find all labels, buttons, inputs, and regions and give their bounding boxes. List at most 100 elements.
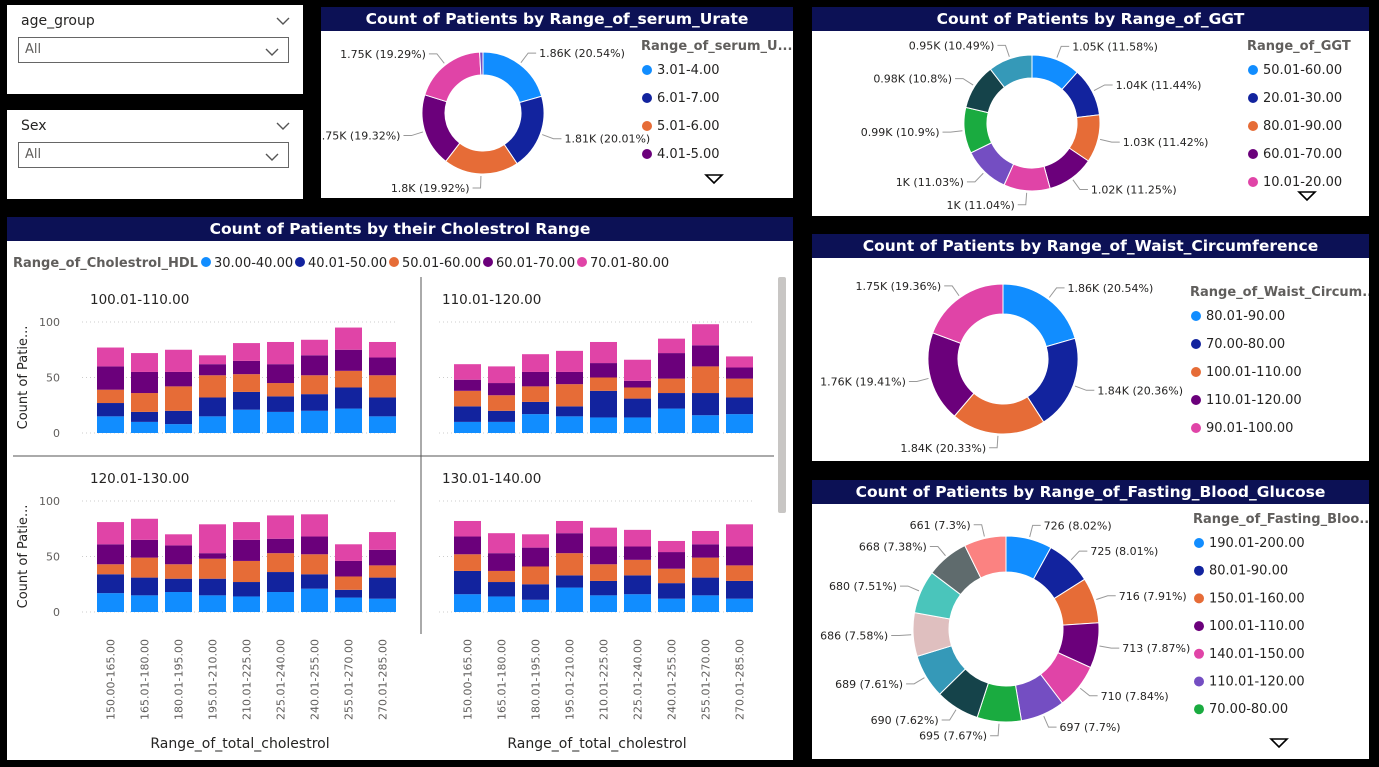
bar-segment (301, 588, 328, 612)
legend-marker (1194, 621, 1204, 632)
bar-segment (335, 327, 362, 350)
bar-segment (199, 355, 226, 365)
bar-segment (522, 371, 549, 387)
data-label: 689 (7.61%) (835, 678, 903, 691)
data-label: 1.76K (19.41%) (820, 375, 906, 388)
legend-marker (389, 257, 399, 267)
x-axis-label: Range_of_total_cholestrol (150, 736, 329, 752)
legend-marker (1248, 65, 1258, 75)
bar-segment (369, 357, 396, 376)
legend-marker (1191, 339, 1201, 349)
chevron-down-icon[interactable] (275, 116, 291, 135)
bar-segment (233, 560, 260, 583)
bar-segment (692, 324, 719, 346)
bar-segment (658, 540, 685, 553)
bar-segment (658, 353, 685, 379)
bar-segment (692, 544, 719, 558)
bar-segment (658, 583, 685, 599)
bar-segment (624, 559, 651, 576)
bar-segment (726, 367, 753, 379)
bar-segment (556, 520, 583, 534)
legend-title: Range_of_Fasting_Bloo... (1193, 512, 1369, 527)
dropdown-value: All (25, 147, 42, 162)
bar-segment (624, 529, 651, 547)
leader-line (990, 723, 1000, 737)
bar-segment (165, 592, 192, 612)
legend-marker (1191, 367, 1201, 377)
bar-segment (267, 592, 294, 612)
legend-marker (1191, 423, 1201, 433)
data-label: 661 (7.3%) (910, 519, 971, 532)
bar-segment (454, 536, 481, 555)
bar-segment (301, 514, 328, 537)
bar-segment (522, 401, 549, 415)
sex-dropdown[interactable]: All (18, 142, 289, 168)
chart-title: Count of Patients by Range_of_GGT (812, 7, 1369, 31)
bar-segment (233, 539, 260, 561)
data-label: 1K (11.04%) (947, 199, 1015, 212)
leader-line (1048, 287, 1065, 298)
glucose-chart-panel: Count of Patients by Range_of_Fasting_Bl… (812, 480, 1369, 759)
leader-line (1099, 138, 1120, 143)
leader-line (1043, 715, 1057, 728)
legend-marker (1194, 676, 1204, 687)
bar-segment (165, 545, 192, 565)
legend-marker (1191, 311, 1201, 321)
bar-segment (165, 349, 192, 372)
age-group-dropdown[interactable]: All (18, 37, 289, 63)
x-tick-label: 210.01-225.00 (241, 639, 254, 720)
legend-item: 5.01-6.00 (657, 119, 720, 134)
bar-segment (131, 595, 158, 612)
data-label: 0.98K (10.8%) (873, 73, 952, 86)
bar-segment (97, 347, 124, 367)
legend-item: 60.01-70.00 (1263, 147, 1342, 162)
bar-segment (131, 371, 158, 394)
leader-line (941, 709, 957, 721)
bar-segment (556, 350, 583, 372)
legend-marker (642, 65, 652, 75)
y-axis-label: Count of Patie... (16, 326, 31, 430)
bar-segment (97, 366, 124, 390)
leader-line (542, 134, 562, 140)
bar-segment (454, 379, 481, 391)
legend-marker (642, 93, 652, 103)
chart-title: Count of Patients by their Cholestrol Ra… (7, 217, 793, 241)
leader-line (929, 546, 946, 557)
data-label: 686 (7.58%) (820, 630, 888, 643)
bar-segment (556, 533, 583, 554)
legend-item: 6.01-7.00 (657, 91, 720, 106)
bar-segment (97, 403, 124, 417)
bar-segment (165, 534, 192, 546)
glucose-donut-chart: 726 (8.02%) 725 (8.01%) 716 (7.91%) 713 (7.… (820, 512, 1369, 749)
y-tick-label: 100 (39, 495, 60, 508)
facet-title: 100.01-110.00 (90, 292, 189, 308)
legend-scroll-down-icon (1297, 191, 1317, 202)
bar-segment (726, 524, 753, 547)
bar-segment (488, 533, 515, 554)
bar-segment (131, 557, 158, 578)
legend-item: 110.01-120.00 (1209, 675, 1305, 690)
chevron-down-icon[interactable] (275, 11, 291, 30)
cholestrol-stacked-bar-chart: Range_of_Cholestrol_HDL 30.00-40.00 40.01-… (13, 256, 786, 752)
bar-segment (726, 598, 753, 612)
bar-segment (522, 584, 549, 600)
bar-segment (692, 557, 719, 578)
legend-item: 100.01-110.00 (1209, 619, 1305, 634)
bar-segment (454, 570, 481, 595)
data-label: 697 (7.7%) (1060, 721, 1121, 734)
bar-segment (369, 532, 396, 550)
urate-donut-chart: 1.86K (20.54%) 1.81K (20.01%) 1.8K (19.92%… (321, 39, 792, 195)
bar-segment (131, 393, 158, 412)
bar-segment (556, 416, 583, 433)
bar-segment (131, 539, 158, 558)
data-label: 713 (7.87%) (1122, 642, 1190, 655)
bar-segment (624, 546, 651, 560)
x-tick-label: 150.00-165.00 (105, 639, 118, 720)
bar-segment (556, 384, 583, 407)
legend-item: 10.01-20.00 (1263, 175, 1342, 190)
legend-marker (577, 257, 587, 267)
legend-marker (1248, 149, 1258, 159)
data-label: 1.75K (19.36%) (855, 280, 941, 293)
x-tick-label: 180.01-195.00 (173, 639, 186, 720)
donut-slice (479, 51, 484, 76)
